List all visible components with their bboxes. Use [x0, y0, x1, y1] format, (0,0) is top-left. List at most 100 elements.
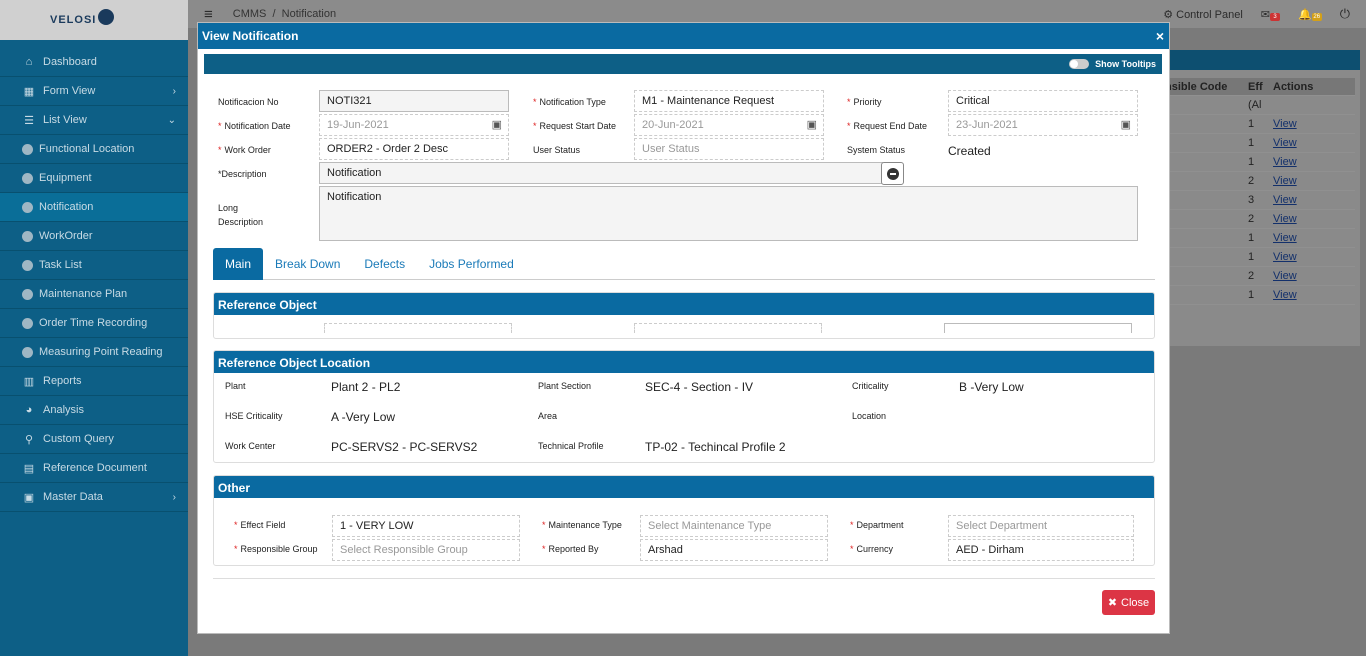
grid-icon: ▦ — [23, 85, 35, 98]
logo[interactable]: VELOSI — [0, 0, 188, 40]
view-link[interactable]: View — [1273, 289, 1297, 301]
sidebar-item-label: Form View — [43, 85, 96, 97]
bar-chart-icon: ▥ — [23, 375, 35, 388]
view-link[interactable]: View — [1273, 175, 1297, 187]
description-label: *Description — [218, 169, 267, 179]
view-link[interactable]: View — [1273, 251, 1297, 263]
close-icon[interactable]: × — [1155, 28, 1164, 44]
user-status-label: User Status — [533, 145, 581, 155]
view-link[interactable]: View — [1273, 137, 1297, 149]
sidebar-item-measuring-point-reading[interactable]: Measuring Point Reading — [0, 338, 188, 367]
view-link[interactable]: View — [1273, 118, 1297, 130]
tab-jobs-performed[interactable]: Jobs Performed — [429, 257, 514, 271]
request-start-date-field[interactable]: 20-Jun-2021 ▣ — [634, 114, 824, 136]
collapse-description-button[interactable] — [881, 162, 904, 185]
circle-icon — [22, 143, 33, 155]
priority-field[interactable]: Critical — [948, 90, 1138, 112]
alerts-badge: 26 — [1311, 12, 1322, 21]
view-link[interactable]: View — [1273, 156, 1297, 168]
query-icon: ⚲ — [24, 433, 34, 446]
menu-icon[interactable]: ≡ — [204, 5, 213, 23]
sidebar-item-label: WorkOrder — [39, 230, 93, 242]
sidebar-item-functional-location[interactable]: Functional Location — [0, 135, 188, 164]
sidebar-item-order-time-recording[interactable]: Order Time Recording — [0, 309, 188, 338]
sidebar-item-custom-query[interactable]: ⚲ Custom Query — [0, 425, 188, 454]
circle-icon — [22, 317, 33, 329]
sidebar-item-label: Equipment — [39, 172, 92, 184]
view-link[interactable]: View — [1273, 194, 1297, 206]
request-end-date-label: * Request End Date — [847, 121, 928, 131]
effect-field-select[interactable]: 1 - VERY LOW — [332, 515, 520, 537]
tab-main[interactable]: Main — [213, 248, 264, 280]
sidebar-item-list-view[interactable]: ☰ List View ⌄ — [0, 106, 188, 135]
functional-location-field[interactable] — [324, 323, 512, 333]
sidebar-item-notification[interactable]: Notification — [0, 193, 188, 222]
description-field[interactable]: Notification — [319, 162, 883, 184]
view-link[interactable]: View — [1273, 270, 1297, 282]
notification-no-field[interactable]: NOTI321 — [319, 90, 509, 112]
notification-date-value: 19-Jun-2021 — [327, 119, 389, 131]
notification-no-label: Notificacion No — [218, 97, 279, 107]
sidebar-item-form-view[interactable]: ▦ Form View › — [0, 77, 188, 106]
modal-title: View Notification — [202, 29, 299, 43]
notification-type-field[interactable]: M1 - Maintenance Request — [634, 90, 824, 112]
sidebar-item-analysis[interactable]: ◕ Analysis — [0, 396, 188, 425]
department-select[interactable]: Select Department — [948, 515, 1134, 537]
sidebar: VELOSI ⌂ Dashboard ▦ Form View › ☰ List View… — [0, 0, 188, 656]
currency-select[interactable]: AED - Dirham — [948, 539, 1134, 561]
maintenance-type-select[interactable]: Select Maintenance Type — [640, 515, 828, 537]
work-center-value: PC-SERVS2 - PC-SERVS2 — [331, 440, 478, 454]
table-row: 2 View — [1165, 172, 1355, 191]
request-end-date-field[interactable]: 23-Jun-2021 ▣ — [948, 114, 1138, 136]
work-order-field[interactable]: ORDER2 - Order 2 Desc — [319, 138, 509, 160]
calendar-icon[interactable]: ▣ — [491, 119, 502, 131]
notification-date-field[interactable]: 19-Jun-2021 ▣ — [319, 114, 509, 136]
area-label: Area — [538, 411, 558, 421]
logo-mark-icon — [98, 9, 115, 25]
power-icon[interactable]: ⏻ — [1339, 6, 1350, 21]
table-filter-row: (Al — [1165, 96, 1355, 115]
sidebar-item-reference-document[interactable]: ▤ Reference Document — [0, 454, 188, 483]
criticality-label: Criticality — [852, 381, 889, 391]
sidebar-item-task-list[interactable]: Task List — [0, 251, 188, 280]
sidebar-item-workorder[interactable]: WorkOrder — [0, 222, 188, 251]
sidebar-item-label: Reference Document — [43, 462, 147, 474]
eff-cell: 1 — [1248, 251, 1255, 263]
long-description-field[interactable]: Notification — [319, 186, 1138, 241]
tab-defects[interactable]: Defects — [364, 257, 406, 271]
close-button[interactable]: ✖ Close — [1102, 590, 1155, 615]
eff-cell: 1 — [1248, 118, 1255, 130]
sidebar-item-equipment[interactable]: Equipment — [0, 164, 188, 193]
circle-icon — [22, 201, 33, 213]
calendar-icon[interactable]: ▣ — [1120, 119, 1131, 131]
sidebar-item-reports[interactable]: ▥ Reports — [0, 367, 188, 396]
view-link[interactable]: View — [1273, 213, 1297, 225]
reported-by-label: * Reported By — [542, 544, 599, 554]
reported-by-field[interactable]: Arshad — [640, 539, 828, 561]
equipment-field[interactable] — [634, 323, 822, 333]
sidebar-item-maintenance-plan[interactable]: Maintenance Plan — [0, 280, 188, 309]
chat-icon: ✉ — [1260, 8, 1270, 21]
user-status-field[interactable]: User Status — [634, 138, 824, 160]
responsible-group-select[interactable]: Select Responsible Group — [332, 539, 520, 561]
sidebar-item-label: Master Data — [43, 491, 103, 503]
control-panel-link[interactable]: ⚙ Control Panel — [1163, 8, 1243, 21]
messages-button[interactable]: ✉ 3 — [1261, 8, 1280, 21]
calendar-icon[interactable]: ▣ — [806, 119, 817, 131]
hse-criticality-value: A -Very Low — [331, 410, 396, 424]
sidebar-item-label: Measuring Point Reading — [39, 346, 163, 358]
table-row: 2 View — [1165, 267, 1355, 286]
tab-break-down[interactable]: Break Down — [275, 257, 341, 271]
plant-section-value: SEC-4 - Section - IV — [645, 380, 754, 394]
sidebar-item-master-data[interactable]: ▣ Master Data › — [0, 483, 188, 512]
plant-section-label: Plant Section — [538, 381, 592, 391]
effect-field-label: * Effect Field — [234, 520, 286, 530]
alerts-button[interactable]: 🔔 26 — [1298, 8, 1322, 21]
show-tooltips-toggle[interactable] — [1069, 59, 1090, 69]
sidebar-item-dashboard[interactable]: ⌂ Dashboard — [0, 48, 188, 77]
tab-bar: Main Break Down Defects Jobs Performed — [213, 248, 1155, 280]
view-link[interactable]: View — [1273, 232, 1297, 244]
filter-cell[interactable]: (Al — [1248, 99, 1262, 111]
column-header: Eff — [1248, 80, 1263, 93]
reference-field[interactable] — [944, 323, 1132, 333]
